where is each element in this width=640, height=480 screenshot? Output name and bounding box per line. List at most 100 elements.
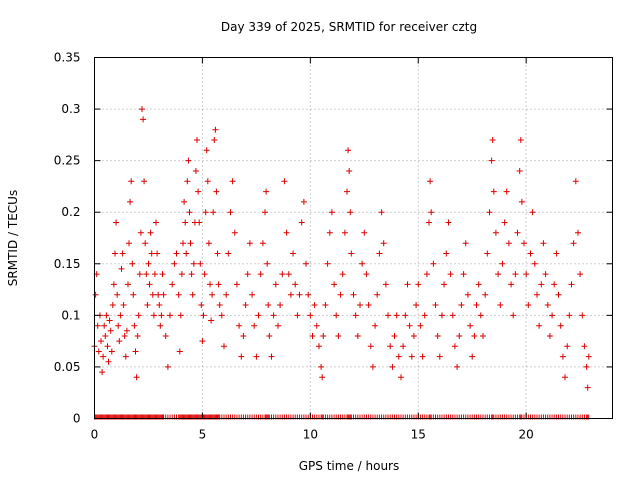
data-point: [259, 240, 266, 247]
data-point: [268, 353, 275, 360]
data-point: [585, 353, 592, 360]
data-point: [223, 291, 230, 298]
data-point: [404, 281, 411, 288]
x-tick-label: 10: [303, 428, 318, 442]
data-point: [393, 312, 400, 319]
data-point: [378, 209, 385, 216]
data-point: [555, 291, 562, 298]
data-point: [385, 312, 391, 319]
data-point: [188, 271, 195, 278]
data-point: [300, 198, 307, 205]
data-point: [255, 312, 262, 319]
data-point: [510, 312, 517, 319]
data-point: [125, 281, 131, 288]
data-point: [253, 353, 260, 360]
data-point: [238, 353, 245, 360]
data-point: [218, 312, 225, 319]
data-point: [141, 178, 148, 185]
data-point: [192, 168, 199, 174]
data-point: [529, 209, 536, 216]
plot-frame: [94, 57, 613, 419]
data-point: [331, 281, 338, 288]
data-point: [181, 198, 188, 205]
data-point: [231, 229, 238, 236]
data-point: [499, 260, 506, 267]
data-point: [201, 271, 208, 278]
data-point: [434, 333, 441, 339]
data-point: [464, 291, 471, 298]
data-point: [346, 168, 353, 174]
data-point: [475, 281, 482, 288]
data-point: [262, 209, 268, 216]
data-point: [318, 363, 325, 370]
data-point: [540, 240, 547, 247]
data-point: [134, 333, 141, 339]
data-point: [151, 271, 158, 278]
data-point: [581, 343, 588, 350]
y-axis-label: SRMTID / TECUs: [6, 190, 20, 286]
data-point: [482, 291, 489, 298]
data-point: [121, 333, 128, 339]
data-point: [94, 322, 101, 329]
data-point: [380, 240, 387, 247]
data-point: [162, 333, 169, 339]
data-point: [169, 281, 176, 288]
data-point: [251, 322, 258, 329]
data-point: [488, 157, 495, 164]
data-point: [119, 250, 126, 257]
data-point: [107, 327, 114, 334]
data-point: [116, 338, 123, 345]
data-point: [160, 291, 167, 298]
data-point: [197, 260, 204, 267]
data-point: [109, 302, 116, 308]
data-point: [503, 188, 510, 195]
data-point: [462, 240, 469, 247]
data-point: [198, 302, 205, 308]
data-point: [395, 353, 402, 360]
y-tick-label: 0.3: [61, 102, 80, 116]
data-point: [361, 229, 368, 236]
data-point: [492, 229, 499, 236]
y-tick-label: 0.15: [54, 257, 81, 271]
data-point: [322, 302, 329, 308]
data-point: [441, 281, 448, 288]
data-point: [538, 281, 545, 288]
data-point: [350, 291, 357, 298]
data-point: [469, 353, 476, 360]
data-point: [357, 302, 363, 308]
data-point: [549, 312, 556, 319]
data-point: [328, 209, 335, 216]
data-point: [214, 250, 221, 257]
data-point: [215, 281, 222, 288]
data-point: [344, 188, 350, 195]
data-point: [213, 188, 220, 195]
data-point: [227, 209, 234, 216]
data-point: [309, 333, 316, 339]
data-point: [157, 322, 164, 329]
data-point: [477, 312, 484, 319]
data-point: [249, 291, 256, 298]
data-point: [347, 209, 354, 216]
data-point: [426, 219, 432, 226]
data-point: [544, 302, 551, 308]
data-point: [207, 281, 213, 288]
data-point: [92, 291, 99, 298]
data-point: [210, 209, 217, 216]
data-point: [287, 291, 294, 298]
data-point: [110, 281, 117, 288]
data-point: [126, 240, 132, 247]
data-point: [489, 137, 496, 143]
y-tick-label: 0.25: [54, 154, 81, 168]
data-point: [148, 250, 155, 257]
data-point: [129, 260, 136, 267]
data-point: [135, 312, 142, 319]
data-point: [303, 260, 309, 267]
data-point: [372, 322, 379, 329]
data-point: [147, 229, 154, 236]
data-point: [296, 291, 303, 298]
data-point: [333, 312, 340, 319]
data-point: [240, 333, 247, 339]
data-point: [130, 291, 137, 298]
data-point: [559, 353, 566, 360]
